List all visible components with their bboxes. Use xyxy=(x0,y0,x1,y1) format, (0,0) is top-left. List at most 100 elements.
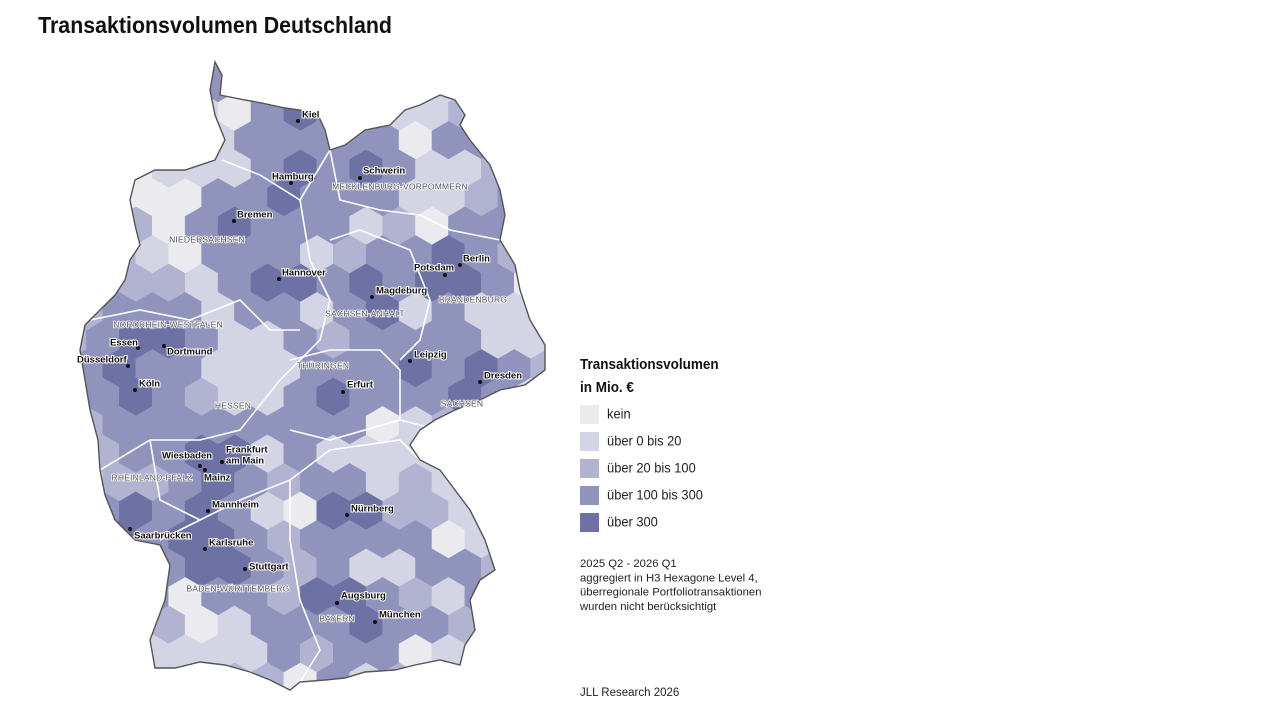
legend-swatch xyxy=(580,459,599,478)
hexagon xyxy=(630,236,663,274)
hexagon xyxy=(728,122,761,160)
legend-title: in Mio. € xyxy=(580,379,634,396)
hexagon xyxy=(80,263,87,303)
hexagon xyxy=(597,122,630,160)
hexagon xyxy=(712,207,745,245)
note-line: aggregiert in H3 Hexagone Level 4, xyxy=(580,572,758,584)
city-dot xyxy=(243,567,247,571)
hexagon xyxy=(679,93,712,131)
hexagon xyxy=(761,407,794,445)
hexagon xyxy=(119,605,153,645)
hexagon xyxy=(530,178,545,217)
hexagon xyxy=(398,64,433,103)
hexagon xyxy=(513,92,545,132)
hexagon xyxy=(80,662,87,690)
hexagon xyxy=(333,692,366,720)
hexagon xyxy=(662,122,695,160)
hexagon xyxy=(464,406,499,445)
notes: 2025 Q2 - 2026 Q1 aggregiert in H3 Hexago… xyxy=(579,558,762,613)
hexagon xyxy=(497,406,532,445)
hexagon xyxy=(513,662,545,690)
hexagon xyxy=(70,692,103,720)
hexagon xyxy=(597,293,630,331)
hexagon xyxy=(695,179,728,217)
hexagon xyxy=(184,662,219,690)
state-labels: MECKLENBURG-VORPOMMERN NIEDERSACHSEN BRAND… xyxy=(111,181,508,625)
hexagon xyxy=(152,92,186,132)
hexagon xyxy=(745,264,778,302)
hexagon xyxy=(300,692,333,720)
hexagon xyxy=(613,36,646,74)
city-dot xyxy=(128,527,132,531)
hexagon xyxy=(630,293,663,331)
city-dot xyxy=(443,273,447,277)
hexagon xyxy=(217,62,252,75)
hexagon xyxy=(630,122,663,160)
legend-label: über 20 bis 100 xyxy=(607,460,696,476)
hexagon xyxy=(119,662,153,690)
hexagon xyxy=(613,207,646,245)
hexagon xyxy=(530,235,545,274)
hexagon xyxy=(86,149,120,189)
hexagon xyxy=(728,464,761,502)
hexagon xyxy=(662,179,695,217)
hexagon xyxy=(497,121,532,160)
hexagon xyxy=(202,692,235,720)
hexagon xyxy=(464,463,499,502)
city-label: Potsdam xyxy=(414,263,454,274)
hexagon xyxy=(728,179,761,217)
hexagon xyxy=(465,692,498,720)
city-label: München xyxy=(379,610,421,621)
city-dot xyxy=(277,277,281,281)
state-borders xyxy=(89,149,501,683)
legend-swatch xyxy=(580,405,599,424)
city-dot xyxy=(296,119,300,123)
hexagon xyxy=(728,521,761,559)
hexagon xyxy=(597,236,630,274)
hexagon xyxy=(86,62,120,75)
hexagon xyxy=(365,64,400,103)
hexagon xyxy=(102,634,137,673)
city-label: Bremen xyxy=(237,210,273,221)
hexagon xyxy=(119,92,153,132)
hexagon xyxy=(646,93,679,131)
hexagon xyxy=(366,692,399,720)
hexagon xyxy=(564,65,597,103)
city-dot xyxy=(203,547,207,551)
city-label: Essen xyxy=(110,338,138,349)
city-dot xyxy=(232,219,236,223)
city-label: Stuttgart xyxy=(249,562,289,573)
city-label: Dresden xyxy=(484,371,522,382)
hexagon xyxy=(283,62,318,75)
city-dot xyxy=(358,176,362,180)
hexagon xyxy=(80,548,87,588)
hexagon xyxy=(547,264,580,302)
hexagon xyxy=(119,62,153,75)
hexagon xyxy=(481,605,515,645)
hexagon xyxy=(695,293,728,331)
hexagon xyxy=(761,464,794,502)
hexagon xyxy=(80,235,104,274)
hexagon xyxy=(530,463,545,502)
note-line: wurden nicht berücksichtigt xyxy=(579,601,717,613)
hexagon xyxy=(547,207,580,245)
hexagon xyxy=(728,293,761,331)
hexagon xyxy=(695,635,728,673)
hexagon xyxy=(580,321,613,359)
hexagon xyxy=(745,435,778,473)
hexagon xyxy=(513,62,545,75)
city-label: Wiesbaden xyxy=(162,451,212,462)
hexagon xyxy=(679,150,712,188)
hexagon xyxy=(662,521,695,559)
hexagon xyxy=(268,692,301,720)
legend-label: über 300 xyxy=(607,514,658,530)
hexagon xyxy=(761,236,794,274)
hexagon xyxy=(481,92,515,132)
legend-title: Transaktionsvolumen xyxy=(580,356,719,373)
state-label: SACHSEN xyxy=(441,398,484,408)
hexagon xyxy=(80,62,87,75)
country-outline xyxy=(79,59,546,691)
hexagon xyxy=(712,150,745,188)
state-label: RHEINLAND-PFALZ xyxy=(112,472,193,482)
hexagon xyxy=(646,264,679,302)
